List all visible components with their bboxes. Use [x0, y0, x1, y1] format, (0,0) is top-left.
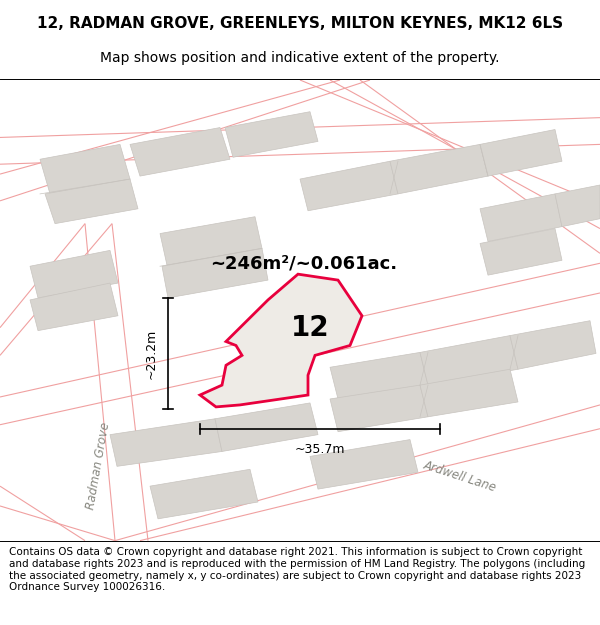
Polygon shape — [225, 112, 318, 158]
Polygon shape — [30, 283, 118, 331]
Text: Radman Grove: Radman Grove — [84, 422, 112, 511]
Polygon shape — [480, 229, 562, 275]
Text: ~35.7m: ~35.7m — [295, 442, 345, 456]
Polygon shape — [200, 274, 362, 407]
Text: Map shows position and indicative extent of the property.: Map shows position and indicative extent… — [100, 51, 500, 64]
Polygon shape — [40, 144, 130, 194]
Polygon shape — [300, 161, 398, 211]
Polygon shape — [555, 185, 600, 227]
Polygon shape — [150, 469, 258, 519]
Text: 12: 12 — [290, 314, 329, 342]
Polygon shape — [45, 179, 138, 224]
Text: 12, RADMAN GROVE, GREENLEYS, MILTON KEYNES, MK12 6LS: 12, RADMAN GROVE, GREENLEYS, MILTON KEYN… — [37, 16, 563, 31]
Polygon shape — [510, 321, 596, 369]
Polygon shape — [162, 248, 268, 298]
Polygon shape — [330, 385, 428, 432]
Polygon shape — [310, 439, 418, 489]
Polygon shape — [480, 129, 562, 176]
Polygon shape — [390, 144, 488, 194]
Polygon shape — [330, 352, 428, 399]
Polygon shape — [160, 217, 262, 265]
Polygon shape — [130, 127, 230, 176]
Text: ~246m²/~0.061ac.: ~246m²/~0.061ac. — [210, 254, 397, 272]
Polygon shape — [420, 369, 518, 417]
Text: Contains OS data © Crown copyright and database right 2021. This information is : Contains OS data © Crown copyright and d… — [9, 548, 585, 592]
Text: Ardwell Lane: Ardwell Lane — [422, 458, 498, 494]
Text: ~23.2m: ~23.2m — [145, 328, 158, 379]
Polygon shape — [30, 251, 118, 298]
Polygon shape — [215, 403, 318, 451]
Polygon shape — [110, 419, 222, 466]
Polygon shape — [480, 194, 562, 241]
Polygon shape — [420, 336, 518, 385]
